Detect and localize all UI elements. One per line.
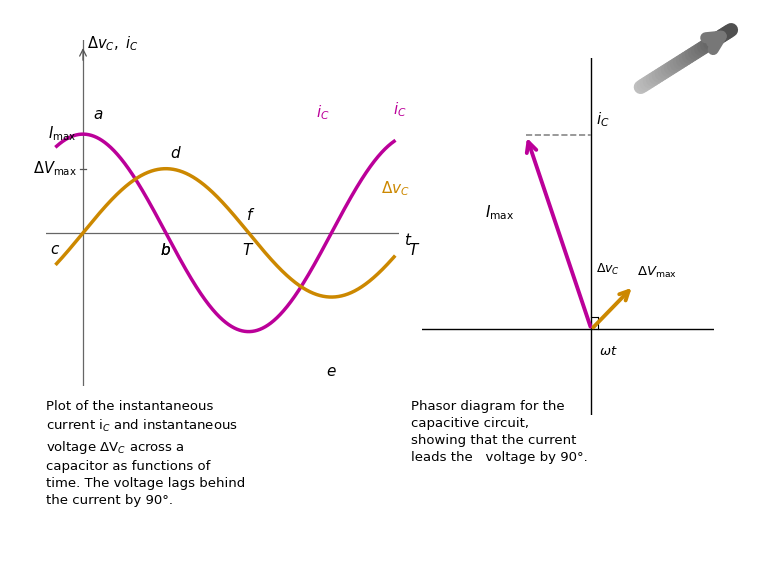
Text: $\Delta V_{\mathrm{max}}$: $\Delta V_{\mathrm{max}}$ xyxy=(637,264,677,279)
Text: $\Delta V_{\mathrm{max}}$: $\Delta V_{\mathrm{max}}$ xyxy=(33,160,77,178)
Text: $i_C$: $i_C$ xyxy=(316,104,329,122)
Text: $a$: $a$ xyxy=(93,107,103,122)
Text: $I_{\mathrm{max}}$: $I_{\mathrm{max}}$ xyxy=(48,125,77,143)
Text: $i_C$: $i_C$ xyxy=(596,111,610,129)
Text: $b$: $b$ xyxy=(161,242,171,257)
Text: $\Delta v_C,\ i_C$: $\Delta v_C,\ i_C$ xyxy=(88,34,139,52)
Text: $c$: $c$ xyxy=(51,242,61,257)
Text: $T$: $T$ xyxy=(408,242,420,257)
Text: $\Delta v_C$: $\Delta v_C$ xyxy=(381,179,410,198)
Text: $t$: $t$ xyxy=(403,232,412,248)
Text: $\omega t$: $\omega t$ xyxy=(599,344,617,358)
Text: $i_C$: $i_C$ xyxy=(393,101,407,119)
Text: Plot of the instantaneous
current i$_C$ and instantaneous
voltage ΔV$_C$ across : Plot of the instantaneous current i$_C$ … xyxy=(46,400,245,507)
Text: $b$: $b$ xyxy=(161,242,171,257)
Text: $f$: $f$ xyxy=(246,207,255,223)
Text: $\Delta v_C$: $\Delta v_C$ xyxy=(596,262,620,276)
Text: $I_{\mathrm{max}}$: $I_{\mathrm{max}}$ xyxy=(485,203,515,222)
Text: Phasor diagram for the
capacitive circuit,
showing that the current
leads the   : Phasor diagram for the capacitive circui… xyxy=(411,400,588,464)
Text: $d$: $d$ xyxy=(170,145,182,161)
Text: $e$: $e$ xyxy=(326,364,337,379)
Text: $T$: $T$ xyxy=(243,242,255,257)
